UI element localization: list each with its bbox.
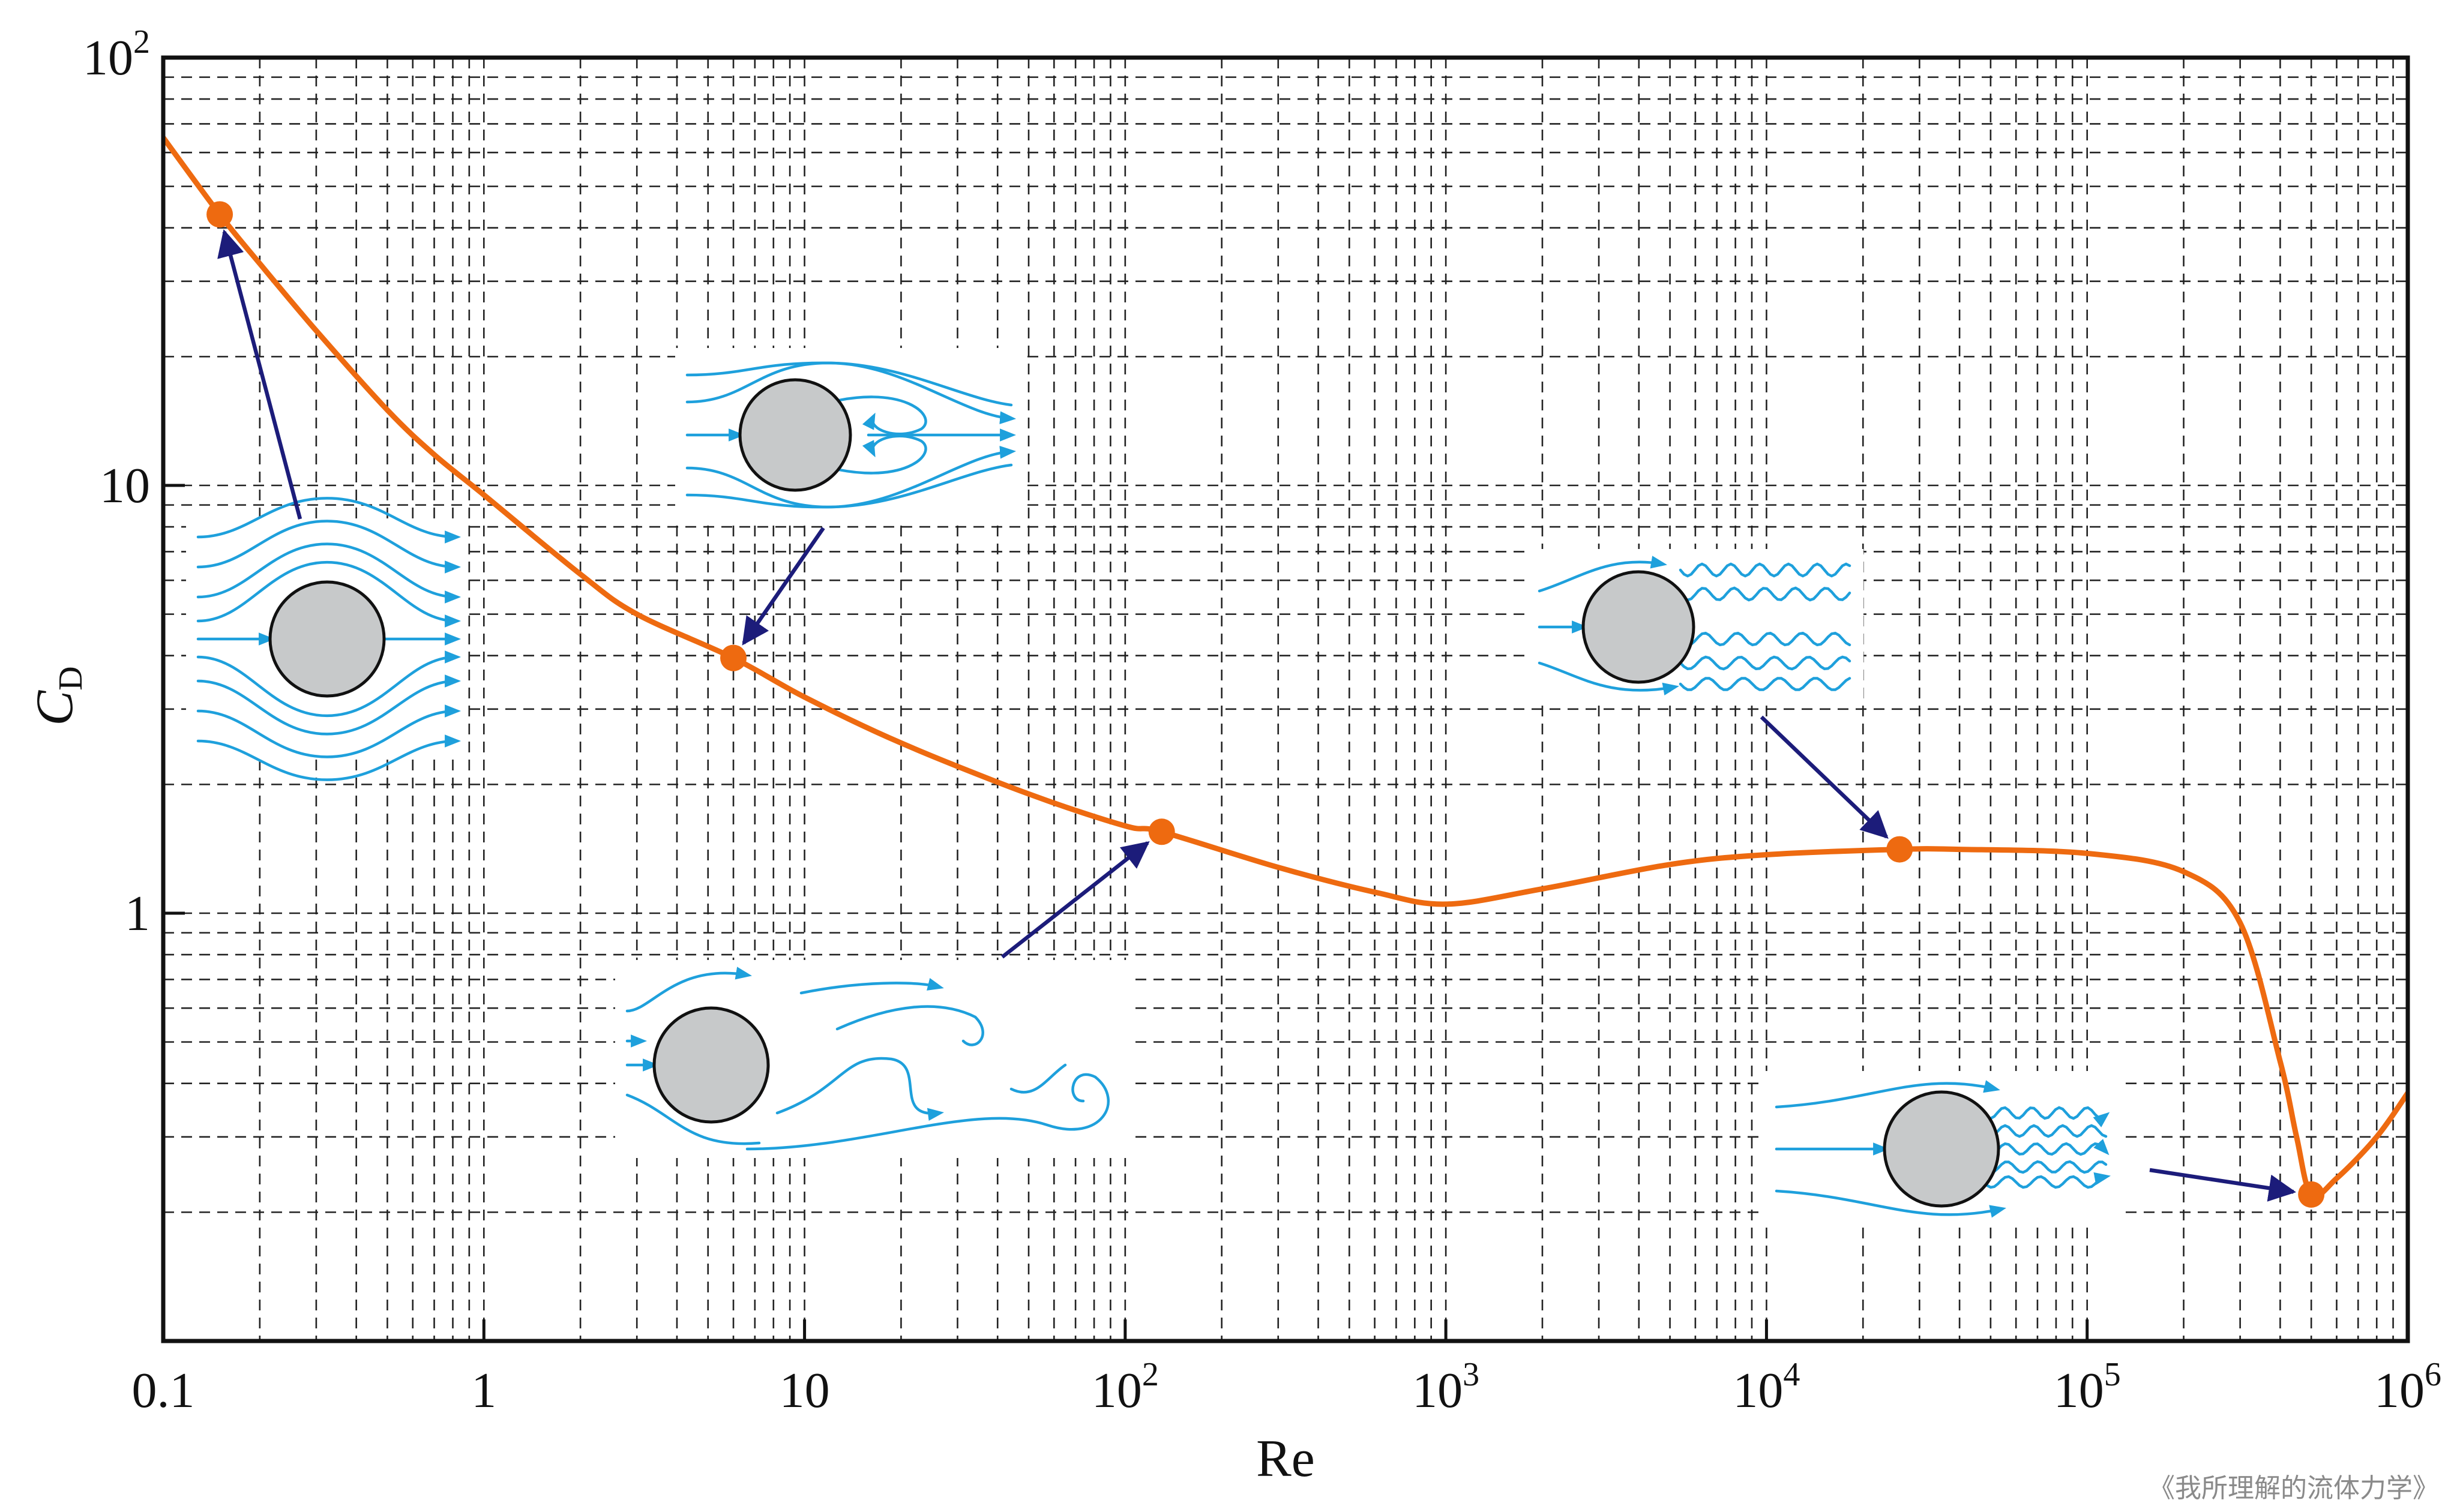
streamline [196, 520, 462, 574]
x-tick-label: 106 [2374, 1356, 2441, 1418]
x-tick-label: 103 [1412, 1356, 1479, 1418]
x-tick-label: 102 [1092, 1356, 1159, 1418]
streamline [625, 1093, 761, 1145]
highlight-point [720, 644, 747, 671]
streamline [1982, 1124, 2108, 1138]
streamline [1775, 1189, 2006, 1218]
streamline [625, 967, 752, 1013]
streamline [775, 1057, 945, 1121]
drag-curve [161, 136, 2410, 1199]
streamline [196, 497, 462, 544]
streamline [196, 734, 462, 781]
streamline [1679, 562, 1851, 578]
source-credit: 《我所理解的流体力学》 [2149, 1473, 2439, 1504]
highlight-point [1886, 836, 1913, 863]
pointer-arrow [1000, 841, 1150, 959]
plot-frame [161, 55, 2410, 1343]
cylinder [1883, 1090, 2000, 1208]
pointer-arrow [2149, 1168, 2297, 1202]
streamline [1982, 1160, 2108, 1174]
streamline [1538, 556, 1667, 593]
streamline [835, 1005, 984, 1046]
streamline [1679, 677, 1851, 691]
streamline [196, 704, 462, 758]
drag-coefficient-line [161, 136, 2410, 1199]
flow-illustration-creeping-flow [186, 497, 468, 781]
streamline [196, 542, 462, 604]
eddy [819, 395, 927, 436]
axis-labels: Re CD [26, 666, 1315, 1488]
y-tick-label: 10 [100, 458, 150, 514]
x-tick-label: 104 [1733, 1356, 1800, 1418]
x-tick-label: 10 [780, 1363, 830, 1418]
streamline [1982, 1172, 2111, 1189]
streamline [745, 1073, 1110, 1151]
highlighted-points [206, 201, 2325, 1208]
y-axis-title: CD [26, 666, 89, 725]
pointer-arrow [742, 527, 825, 646]
streamline [196, 560, 462, 628]
x-axis-title: Re [1256, 1430, 1315, 1488]
x-tick-label: 0.1 [132, 1363, 195, 1418]
x-tick-label: 1 [471, 1363, 496, 1418]
streamline [196, 650, 462, 718]
highlight-point [1148, 818, 1175, 845]
pointer-arrows [217, 229, 2297, 1202]
flow-illustration-turbulent-boundary-layer-narrow-wake [1764, 1071, 2119, 1227]
streamline [799, 977, 944, 995]
streamline [1982, 1139, 2110, 1156]
pointer-arrow [1760, 715, 1889, 839]
streamline [685, 361, 1017, 424]
streamline [1982, 1106, 2110, 1127]
y-tick-label: 102 [83, 23, 150, 86]
streamline [1538, 661, 1679, 695]
eddy [819, 434, 927, 475]
streamline [1679, 586, 1851, 602]
cylinder [1581, 570, 1695, 684]
streamline [685, 463, 1013, 509]
cylinder [652, 1006, 770, 1124]
streamline [1775, 1080, 2000, 1109]
flow-illustration-laminar-boundary-layer-turbulent-wake [1527, 549, 1863, 705]
pointer-arrow [217, 229, 302, 520]
streamline [196, 674, 462, 736]
flow-illustration-vortex-street [615, 960, 1131, 1158]
axis-ticks: 0.1 1 10 102 103 104 105 106 1 10 102 [83, 23, 2441, 1418]
cylinder [738, 378, 852, 492]
x-tick-label: 105 [2054, 1356, 2121, 1418]
streamline [1679, 655, 1851, 671]
streamline [1009, 1063, 1067, 1094]
flow-illustrations [186, 348, 2119, 1227]
y-tick-label: 1 [125, 886, 150, 941]
highlight-point [206, 201, 233, 228]
highlight-point [2298, 1181, 2325, 1208]
flow-illustration-separated-eddies [675, 348, 1023, 522]
cylinder [268, 580, 386, 698]
streamline [1679, 631, 1851, 647]
